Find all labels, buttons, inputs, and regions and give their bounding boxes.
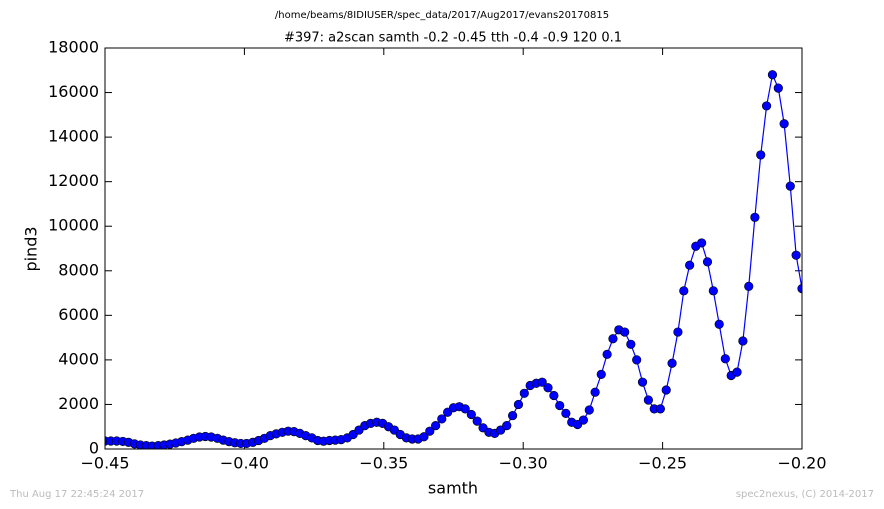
data-point (431, 421, 441, 431)
data-point (767, 70, 778, 80)
y-tick-label: 8000 (58, 260, 99, 279)
data-point (508, 410, 518, 421)
y-tick-label: 18000 (48, 38, 99, 57)
y-tick-label: 6000 (58, 305, 99, 324)
plot-frame (104, 47, 803, 450)
footer-left: Thu Aug 17 22:45:24 2017 (9, 489, 144, 500)
data-point (655, 404, 665, 414)
data-point (667, 358, 677, 368)
data-point (702, 257, 713, 267)
data-point (513, 399, 524, 410)
y-tick-label: 0 (89, 439, 99, 458)
data-point (596, 369, 606, 379)
x-tick-label: −0.30 (499, 454, 548, 473)
y-tick-label: 14000 (48, 127, 99, 146)
y-tick-label: 2000 (58, 394, 99, 413)
data-point (673, 327, 683, 337)
y-tick-label: 16000 (48, 82, 99, 101)
data-point (785, 181, 795, 191)
data-point (661, 385, 671, 395)
y-tick-label: 12000 (48, 171, 99, 190)
data-point (626, 339, 636, 349)
data-point (608, 334, 618, 344)
data-point (472, 416, 482, 426)
data-point (561, 408, 571, 418)
data-point (761, 101, 772, 111)
data-point (779, 119, 789, 129)
data-point (437, 414, 447, 424)
data-point (773, 83, 783, 93)
chart-subtitle: /home/beams/8IDIUSER/spec_data/2017/Aug2… (275, 10, 609, 21)
y-tick-label: 4000 (58, 349, 99, 368)
y-axis-label: pind3 (22, 226, 41, 271)
x-tick-label: −0.35 (359, 454, 408, 473)
data-point (744, 281, 754, 291)
data-point (537, 377, 547, 387)
data-point (756, 150, 766, 160)
footer-right: spec2nexus, (C) 2014-2017 (736, 489, 874, 500)
data-point (460, 404, 470, 414)
x-tick-label: −0.25 (638, 454, 687, 473)
data-point (620, 327, 630, 337)
y-tick-label: 10000 (48, 216, 99, 235)
data-point (708, 286, 718, 296)
data-point (750, 212, 760, 222)
data-point (732, 367, 742, 377)
data-point (519, 388, 529, 398)
data-point (632, 355, 642, 365)
data-point (549, 390, 559, 401)
data-point (419, 432, 429, 442)
data-point (714, 319, 724, 329)
x-axis-label: samth (428, 479, 478, 498)
x-tick-label: −0.40 (220, 454, 269, 473)
data-point (502, 421, 512, 431)
data-point (543, 383, 553, 393)
data-point (738, 336, 748, 346)
x-tick-label: −0.20 (777, 454, 826, 473)
data-point (466, 409, 476, 420)
data-point (590, 387, 600, 397)
data-point (685, 260, 695, 270)
data-point (720, 354, 730, 364)
x-tick-label: −0.45 (80, 454, 129, 473)
data-point (797, 284, 802, 294)
data-point (584, 405, 594, 415)
chart-title: #397: a2scan samth -0.2 -0.45 tth -0.4 -… (284, 31, 622, 46)
data-point (791, 250, 801, 260)
data-point (425, 426, 435, 436)
data-point (643, 395, 653, 405)
data-point (637, 377, 648, 387)
data-point (602, 349, 612, 359)
data-point (697, 238, 707, 248)
data-point (555, 400, 565, 411)
data-point (679, 286, 689, 296)
data-point (578, 415, 589, 425)
data-point (496, 425, 506, 435)
